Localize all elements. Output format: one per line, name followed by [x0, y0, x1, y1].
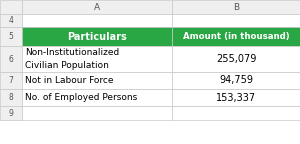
- Bar: [172, 46, 300, 72]
- Text: 255,079: 255,079: [216, 54, 256, 64]
- Bar: [172, 0, 300, 14]
- Text: Civilian Population: Civilian Population: [25, 61, 109, 70]
- Bar: [0, 14, 22, 27]
- Text: B: B: [233, 2, 239, 12]
- Text: 94,759: 94,759: [219, 75, 253, 86]
- Bar: [22, 89, 172, 106]
- Bar: [0, 72, 22, 89]
- Bar: [0, 106, 22, 120]
- Text: A: A: [94, 2, 100, 12]
- Bar: [0, 89, 22, 106]
- Bar: [0, 46, 22, 72]
- Text: Non-Institutionalized: Non-Institutionalized: [25, 48, 119, 57]
- Text: 4: 4: [9, 16, 14, 25]
- Bar: [172, 72, 300, 89]
- Text: No. of Employed Persons: No. of Employed Persons: [25, 93, 137, 102]
- Bar: [172, 89, 300, 106]
- Bar: [22, 14, 172, 27]
- Bar: [22, 46, 172, 72]
- Bar: [22, 0, 172, 14]
- Text: 6: 6: [9, 54, 14, 64]
- Text: Not in Labour Force: Not in Labour Force: [25, 76, 113, 85]
- Text: 8: 8: [9, 93, 14, 102]
- Text: 7: 7: [9, 76, 14, 85]
- Bar: [22, 106, 172, 120]
- Text: 153,337: 153,337: [216, 92, 256, 103]
- Bar: [0, 27, 22, 46]
- Bar: [0, 0, 22, 14]
- Bar: [172, 106, 300, 120]
- Bar: [22, 27, 172, 46]
- Text: 5: 5: [9, 32, 14, 41]
- Text: 9: 9: [9, 108, 14, 118]
- Bar: [172, 27, 300, 46]
- Text: Amount (in thousand): Amount (in thousand): [183, 32, 289, 41]
- Bar: [22, 72, 172, 89]
- Bar: [172, 14, 300, 27]
- Text: Particulars: Particulars: [67, 32, 127, 41]
